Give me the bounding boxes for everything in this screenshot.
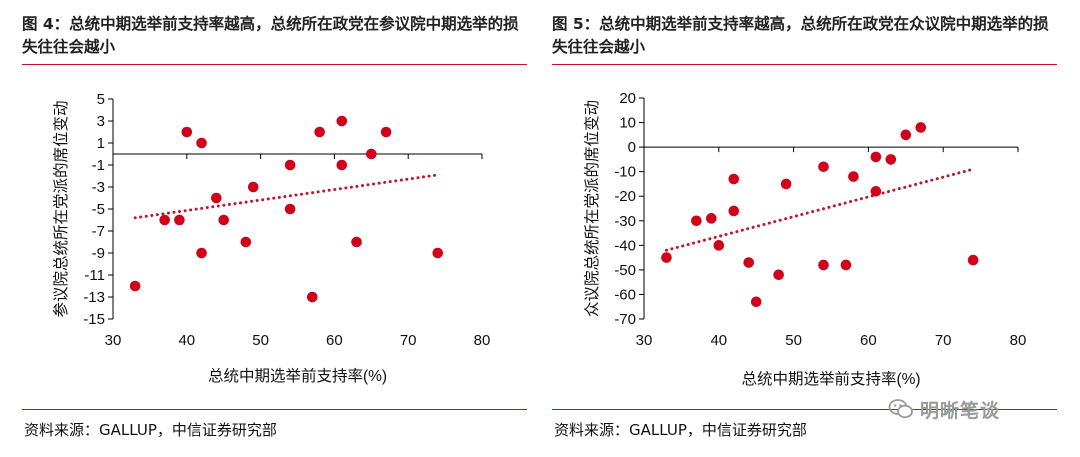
- y-tick-label: -11: [84, 267, 105, 284]
- data-point: [284, 203, 296, 215]
- y-tick-label: -13: [83, 289, 105, 306]
- data-point: [247, 181, 259, 193]
- y-axis-label: 众议院总统所在党派的席位变动: [582, 100, 601, 317]
- data-point: [915, 122, 927, 133]
- source-note: 资料来源：GALLUP，中信证券研究部: [24, 421, 277, 439]
- watermark: 明晰笔谈: [888, 393, 1064, 425]
- x-tick-label: 60: [860, 332, 877, 349]
- x-tick-label: 80: [1010, 332, 1027, 349]
- x-tick-label: 30: [105, 332, 122, 349]
- wechat-icon: [888, 399, 913, 419]
- data-point: [181, 126, 193, 138]
- figure-panel-senate: 图 4：总统中期选举前支持率越高，总统所在政党在参议院中期选举的损失往往会越小 …: [22, 0, 540, 457]
- data-point: [432, 247, 444, 259]
- data-point: [728, 205, 740, 217]
- y-tick-label: -15: [83, 311, 105, 328]
- data-point: [306, 291, 318, 303]
- x-axis-label: 总统中期选举前支持率(%): [741, 370, 920, 388]
- data-point: [840, 259, 852, 271]
- y-tick-label: 0: [628, 139, 636, 156]
- data-point: [706, 213, 717, 224]
- y-tick-label: -60: [614, 286, 636, 303]
- source-divider: [552, 409, 1057, 410]
- data-point: [818, 259, 829, 271]
- figure-title: 图 4：总统中期选举前支持率越高，总统所在政党在参议院中期选举的损失往往会越小: [22, 15, 519, 56]
- y-tick-label: -70: [614, 311, 636, 328]
- data-point: [870, 186, 882, 197]
- data-point: [848, 171, 859, 182]
- data-point: [366, 148, 377, 160]
- data-point: [336, 115, 348, 127]
- data-point: [196, 137, 207, 149]
- source-note: 资料来源：GALLUP，中信证券研究部: [554, 421, 807, 439]
- data-point: [174, 214, 185, 226]
- x-tick-label: 40: [178, 332, 195, 349]
- data-point: [129, 280, 141, 292]
- x-tick-label: 70: [935, 332, 952, 349]
- data-point: [159, 214, 170, 226]
- data-point: [284, 159, 296, 171]
- title-divider: [552, 64, 1057, 65]
- data-point: [728, 173, 740, 185]
- y-axis-label: 参议院总统所在党派的席位变动: [51, 100, 70, 317]
- x-axis-label: 总统中期选举前支持率(%): [208, 367, 387, 385]
- x-tick-label: 50: [252, 332, 269, 349]
- y-tick-label: -7: [92, 223, 105, 240]
- x-tick-label: 80: [474, 332, 491, 349]
- trendline: [133, 173, 440, 220]
- data-point: [351, 236, 362, 248]
- x-tick-label: 50: [785, 332, 802, 349]
- y-tick-label: -20: [614, 188, 636, 205]
- data-point: [743, 257, 755, 268]
- data-point: [818, 161, 829, 173]
- trendline: [664, 167, 975, 252]
- x-tick-label: 70: [400, 332, 417, 349]
- figure-title: 图 5：总统中期选举前支持率越高，总统所在政党在众议院中期选举的损失往往会越小: [552, 15, 1049, 56]
- data-point: [780, 178, 792, 190]
- y-tick-label: -9: [92, 245, 105, 262]
- y-tick-label: 10: [619, 115, 636, 132]
- data-point: [196, 247, 207, 259]
- data-point: [218, 214, 229, 226]
- figure-panel-house: 图 5：总统中期选举前支持率越高，总统所在政党在众议院中期选举的损失往往会越小 …: [552, 0, 1070, 457]
- data-point: [380, 126, 392, 138]
- x-tick-label: 30: [636, 332, 653, 349]
- y-tick-label: -40: [614, 237, 636, 254]
- data-point: [900, 129, 912, 141]
- y-tick-label: -1: [92, 157, 105, 174]
- data-point: [661, 252, 672, 263]
- source-divider: [22, 409, 527, 410]
- y-tick-label: -5: [92, 201, 105, 218]
- data-point: [314, 126, 325, 138]
- y-tick-label: 20: [619, 90, 636, 107]
- y-tick-label: -10: [614, 164, 636, 181]
- y-tick-label: 1: [97, 135, 105, 152]
- y-tick-label: -50: [614, 262, 636, 279]
- data-point: [750, 296, 762, 308]
- y-tick-label: 3: [97, 113, 105, 130]
- data-point: [713, 240, 725, 251]
- data-point: [211, 192, 222, 204]
- data-point: [967, 254, 979, 266]
- data-point: [870, 151, 882, 163]
- data-point: [885, 154, 897, 165]
- title-divider: [22, 64, 527, 65]
- y-tick-label: -30: [614, 213, 636, 230]
- data-point: [240, 236, 252, 248]
- data-point: [691, 215, 702, 227]
- data-point: [773, 269, 784, 281]
- x-tick-label: 60: [326, 332, 343, 349]
- watermark-text: 明晰笔谈: [920, 399, 1001, 422]
- data-point: [336, 159, 348, 171]
- x-tick-label: 40: [710, 332, 727, 349]
- y-tick-label: 5: [97, 91, 105, 108]
- y-tick-label: -3: [92, 179, 105, 196]
